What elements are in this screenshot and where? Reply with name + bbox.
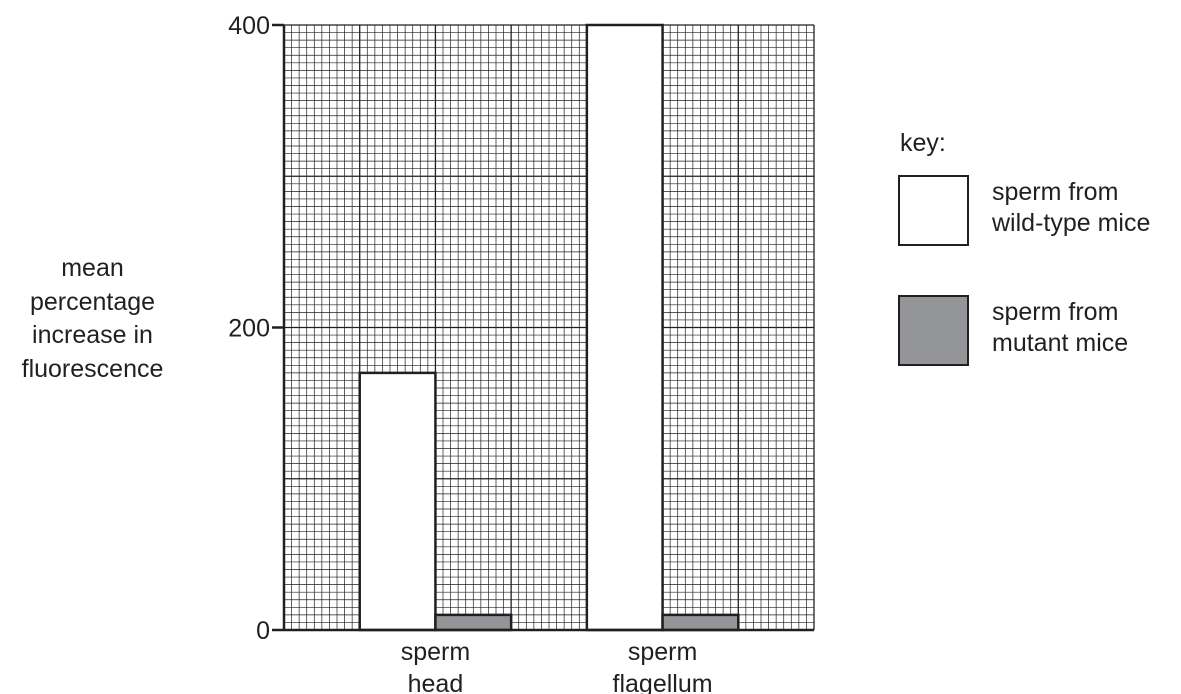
bar-mutant [434,613,513,632]
x-category-label: sperm [401,638,470,666]
y-axis-label: mean percentage increase in fluorescence [0,252,185,386]
y-tick-labels: 0 200 400 [228,12,270,645]
bar-wild-type [585,23,664,632]
legend-swatch-mutant [898,295,969,366]
legend-label-wild-type: sperm from wild-type mice [992,177,1181,239]
y-axis-label-line: fluorescence [21,354,164,383]
major-gridlines [284,24,815,630]
axes [272,23,814,632]
x-category-label: head [408,670,464,694]
y-axis-label-line: increase in [32,321,153,349]
legend-title: key: [900,129,946,157]
y-tick-label: 400 [228,12,270,40]
y-tick-label: 0 [256,617,270,645]
legend-label-mutant: sperm from mutant mice [992,297,1181,359]
x-category-labels: sperm head sperm flagellum [401,638,713,694]
y-axis-label-line: mean [61,254,124,282]
legend-label-line: mutant mice [992,329,1129,357]
x-category-label: flagellum [613,670,713,694]
x-category-label: sperm [628,638,697,666]
legend-label-line: wild-type mice [992,209,1151,237]
legend-swatch-wild-type [898,175,969,246]
bar-wild-type [358,371,437,632]
legend-label-line: sperm from [992,298,1119,326]
legend-label-line: sperm from [992,178,1119,206]
bar-mutant [661,613,740,632]
y-axis-label-line: percentage [29,287,156,316]
y-tick-label: 200 [228,315,270,343]
